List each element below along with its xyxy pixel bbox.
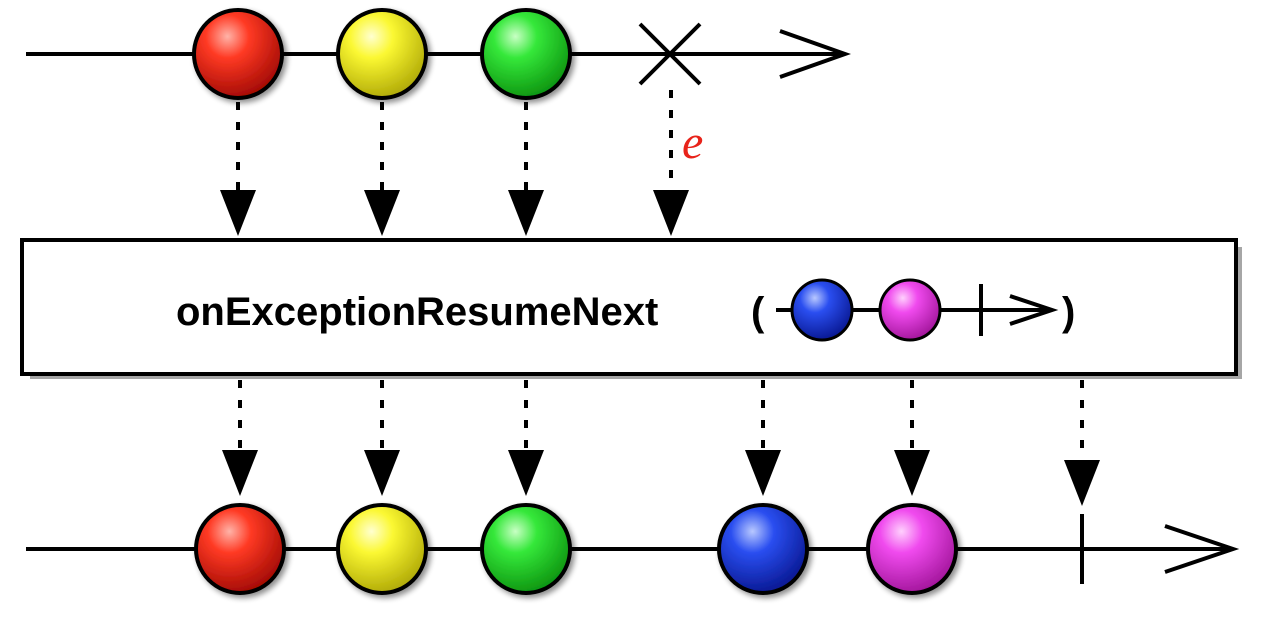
source-error-x: [638, 22, 702, 86]
output-arrow: [364, 380, 400, 496]
operator-close-paren: ): [1062, 290, 1075, 334]
output-arrow: [745, 380, 781, 496]
resume-marble-magenta: [878, 278, 942, 342]
input-arrow: [364, 102, 400, 236]
output-marble-red: [194, 503, 286, 595]
source-marble-yellow: [336, 8, 428, 100]
output-marble-magenta: [866, 503, 958, 595]
source-marble-red: [192, 8, 284, 100]
resume-stream: [776, 278, 1059, 342]
operator-name: onExceptionResumeNext: [176, 290, 658, 334]
output-arrowhead: [1164, 524, 1240, 574]
output-arrow: [894, 380, 930, 496]
output-marble-green: [480, 503, 572, 595]
source-marble-green: [480, 8, 572, 100]
input-arrow-error: [653, 90, 689, 236]
operator-box: onExceptionResumeNext ( ): [20, 238, 1242, 379]
output-arrows: [222, 380, 1100, 506]
input-arrow: [508, 102, 544, 236]
operator-open-paren: (: [751, 290, 765, 334]
input-arrows: [220, 90, 689, 236]
output-marble-blue: [717, 503, 809, 595]
resume-marble-blue: [790, 278, 854, 342]
output-arrow: [1064, 380, 1100, 506]
output-stream: [26, 503, 1240, 595]
input-arrow: [220, 102, 256, 236]
output-arrow: [222, 380, 258, 496]
source-arrowhead: [779, 29, 851, 79]
source-stream: [26, 8, 851, 100]
output-marble-yellow: [336, 503, 428, 595]
resume-arrowhead: [1009, 294, 1059, 326]
output-arrow: [508, 380, 544, 496]
error-label: e: [682, 116, 703, 169]
